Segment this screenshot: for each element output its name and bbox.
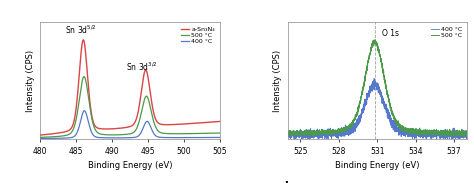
a-Sn₃N₄: [194, 122, 200, 124]
500 °C: [464, 132, 470, 134]
500 °C: [361, 81, 367, 83]
a-Sn₃N₄: [106, 128, 112, 130]
400 °C: [461, 137, 466, 139]
500 °C: [58, 135, 64, 137]
400 °C: [213, 136, 219, 139]
500 °C: [316, 133, 321, 135]
Text: Sn 3d$^{3/2}$: Sn 3d$^{3/2}$: [126, 60, 158, 73]
a-Sn₃N₄: [37, 134, 43, 136]
500 °C: [354, 113, 359, 116]
a-Sn₃N₄: [69, 127, 74, 129]
Text: O 1s: O 1s: [383, 29, 400, 38]
400 °C: [106, 137, 112, 139]
Line: 500 °C: 500 °C: [40, 77, 219, 137]
500 °C: [106, 134, 112, 136]
Line: 400 °C: 400 °C: [40, 111, 219, 139]
400 °C: [217, 136, 222, 139]
500 °C: [194, 132, 200, 135]
400 °C: [464, 130, 470, 132]
a-Sn₃N₄: [81, 39, 86, 41]
500 °C: [445, 135, 450, 138]
Line: 400 °C: 400 °C: [288, 78, 467, 141]
500 °C: [461, 132, 466, 134]
a-Sn₃N₄: [58, 132, 64, 134]
400 °C: [305, 140, 311, 142]
400 °C: [194, 137, 200, 139]
Legend: 400 °C, 500 °C: 400 °C, 500 °C: [430, 25, 464, 39]
a-Sn₃N₄: [114, 127, 120, 130]
Text: Sn 3d$^{5/2}$: Sn 3d$^{5/2}$: [64, 23, 96, 36]
400 °C: [305, 132, 311, 134]
500 °C: [69, 131, 74, 134]
400 °C: [316, 131, 322, 133]
400 °C: [285, 130, 291, 132]
Line: a-Sn₃N₄: a-Sn₃N₄: [40, 40, 219, 135]
400 °C: [371, 77, 377, 79]
400 °C: [58, 137, 64, 139]
400 °C: [441, 130, 447, 132]
Y-axis label: Intensity (CPS): Intensity (CPS): [26, 49, 35, 112]
400 °C: [37, 137, 43, 140]
400 °C: [354, 126, 359, 128]
X-axis label: Binding Energy (eV): Binding Energy (eV): [88, 161, 172, 170]
X-axis label: Binding Energy (eV): Binding Energy (eV): [335, 161, 419, 170]
Legend: a-Sn₃N₄, 500 °C, 400 °C: a-Sn₃N₄, 500 °C, 400 °C: [180, 25, 217, 46]
400 °C: [361, 101, 367, 103]
500 °C: [285, 130, 291, 132]
400 °C: [82, 110, 87, 112]
400 °C: [69, 137, 74, 139]
Line: 500 °C: 500 °C: [288, 40, 467, 137]
500 °C: [114, 134, 120, 136]
500 °C: [372, 39, 378, 41]
500 °C: [81, 76, 87, 78]
400 °C: [114, 137, 120, 139]
Y-axis label: Intensity (CPS): Intensity (CPS): [273, 49, 282, 112]
500 °C: [37, 136, 43, 139]
500 °C: [441, 130, 447, 133]
Text: a: a: [36, 181, 44, 183]
500 °C: [305, 133, 311, 135]
500 °C: [213, 132, 219, 134]
a-Sn₃N₄: [213, 121, 219, 123]
500 °C: [217, 132, 222, 134]
Text: b: b: [284, 181, 292, 183]
a-Sn₃N₄: [217, 120, 222, 123]
